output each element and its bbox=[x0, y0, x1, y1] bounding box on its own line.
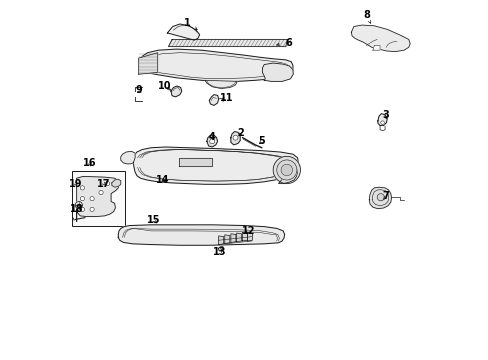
Polygon shape bbox=[206, 135, 217, 147]
Polygon shape bbox=[204, 80, 237, 89]
Text: 12: 12 bbox=[242, 226, 255, 236]
Polygon shape bbox=[377, 114, 386, 126]
Polygon shape bbox=[372, 45, 379, 50]
Circle shape bbox=[273, 156, 300, 184]
Polygon shape bbox=[168, 40, 287, 46]
Polygon shape bbox=[209, 95, 218, 105]
Polygon shape bbox=[139, 53, 158, 74]
Circle shape bbox=[99, 190, 103, 195]
Polygon shape bbox=[278, 164, 297, 184]
Polygon shape bbox=[218, 236, 223, 244]
Polygon shape bbox=[118, 225, 284, 245]
Text: 9: 9 bbox=[135, 85, 142, 95]
Circle shape bbox=[90, 207, 94, 212]
Circle shape bbox=[281, 164, 292, 176]
Polygon shape bbox=[218, 246, 223, 251]
Circle shape bbox=[75, 202, 82, 209]
Polygon shape bbox=[139, 49, 292, 81]
Polygon shape bbox=[179, 158, 212, 166]
Text: 8: 8 bbox=[362, 10, 370, 23]
Text: 16: 16 bbox=[82, 158, 96, 168]
Polygon shape bbox=[112, 179, 121, 187]
Polygon shape bbox=[167, 24, 199, 40]
Text: 19: 19 bbox=[68, 179, 82, 189]
Polygon shape bbox=[230, 132, 240, 145]
Text: 17: 17 bbox=[97, 179, 110, 189]
Polygon shape bbox=[247, 232, 252, 241]
Text: 3: 3 bbox=[382, 111, 389, 121]
Text: 1: 1 bbox=[183, 18, 197, 30]
Polygon shape bbox=[121, 151, 135, 164]
Text: 11: 11 bbox=[220, 93, 233, 103]
Text: 4: 4 bbox=[208, 132, 214, 142]
Text: 2: 2 bbox=[237, 129, 244, 138]
Text: 10: 10 bbox=[158, 81, 171, 91]
Polygon shape bbox=[171, 86, 182, 97]
Circle shape bbox=[80, 207, 84, 212]
Circle shape bbox=[105, 181, 109, 186]
Polygon shape bbox=[351, 25, 409, 51]
Polygon shape bbox=[230, 234, 235, 242]
Circle shape bbox=[80, 186, 84, 190]
Circle shape bbox=[90, 197, 94, 201]
Polygon shape bbox=[368, 187, 391, 209]
Text: 14: 14 bbox=[156, 175, 169, 185]
Polygon shape bbox=[224, 235, 229, 243]
Bar bbox=[72, 171, 124, 226]
Polygon shape bbox=[133, 147, 298, 184]
Polygon shape bbox=[242, 232, 247, 241]
Text: 6: 6 bbox=[276, 38, 291, 48]
Circle shape bbox=[376, 194, 384, 201]
Polygon shape bbox=[77, 176, 119, 221]
Text: 5: 5 bbox=[258, 136, 264, 146]
Circle shape bbox=[209, 139, 214, 144]
Text: 18: 18 bbox=[70, 204, 83, 215]
Circle shape bbox=[380, 121, 384, 125]
Polygon shape bbox=[262, 63, 293, 81]
Circle shape bbox=[80, 197, 84, 201]
Polygon shape bbox=[236, 233, 241, 242]
Circle shape bbox=[276, 160, 296, 180]
Text: 15: 15 bbox=[147, 215, 161, 225]
Circle shape bbox=[233, 135, 238, 140]
Text: 13: 13 bbox=[213, 247, 226, 257]
Text: 7: 7 bbox=[382, 191, 389, 201]
